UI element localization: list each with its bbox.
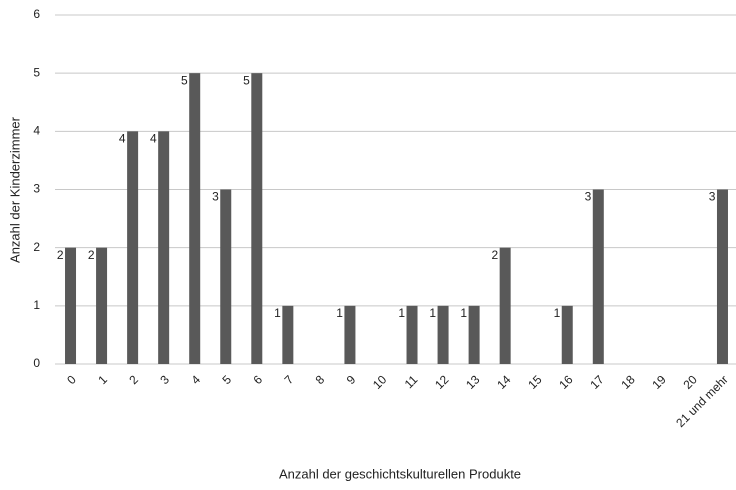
data-label: 1 (460, 306, 467, 320)
bar (282, 305, 294, 364)
x-tick-label: 1 (95, 372, 110, 387)
x-tick-label: 20 (680, 372, 700, 392)
data-label: 5 (243, 73, 250, 87)
bar (189, 73, 201, 365)
bar (127, 131, 139, 364)
data-label: 3 (709, 190, 716, 204)
data-label: 1 (398, 306, 405, 320)
data-label: 1 (274, 306, 281, 320)
data-label: 1 (336, 306, 343, 320)
data-label: 4 (150, 132, 157, 146)
bar (251, 73, 263, 365)
bar (406, 305, 418, 364)
bar (561, 305, 573, 364)
x-tick-label: 17 (587, 372, 607, 392)
x-tick-label: 3 (157, 372, 172, 387)
x-tick-label: 11 (402, 372, 421, 391)
x-tick-label: 4 (188, 372, 203, 387)
x-tick-label: 13 (463, 372, 483, 392)
y-axis-title: Anzahl der Kinderzimmer (7, 116, 22, 263)
x-tick-label: 0 (64, 372, 79, 387)
data-label: 5 (181, 73, 188, 87)
x-tick-label: 2 (126, 372, 141, 387)
data-label: 3 (212, 190, 219, 204)
bar (437, 305, 449, 364)
x-tick-label: 15 (525, 372, 545, 392)
bar (220, 189, 232, 364)
x-tick-label: 8 (313, 372, 328, 387)
bar (158, 131, 170, 364)
data-label: 2 (88, 248, 95, 262)
data-label: 3 (585, 190, 592, 204)
bar (592, 189, 604, 364)
x-tick-label: 14 (494, 372, 514, 392)
x-tick-label: 9 (344, 372, 359, 387)
y-tick-label: 2 (33, 240, 40, 254)
x-axis-title: Anzahl der geschichtskulturellen Produkt… (279, 466, 521, 481)
y-tick-label: 5 (33, 65, 40, 79)
x-tick-label: 5 (219, 372, 234, 387)
x-tick-label: 6 (251, 372, 266, 387)
x-tick-label: 7 (282, 372, 297, 387)
data-label: 2 (57, 248, 64, 262)
bar (716, 189, 728, 364)
x-tick-label: 12 (432, 372, 452, 392)
bar (65, 247, 77, 364)
y-tick-label: 1 (33, 298, 40, 312)
x-tick-label: 19 (649, 372, 669, 392)
data-label: 1 (429, 306, 436, 320)
bar (499, 247, 511, 364)
y-tick-label: 3 (33, 182, 40, 196)
data-label: 2 (491, 248, 498, 262)
y-tick-label: 4 (33, 124, 40, 138)
bar (96, 247, 108, 364)
bar (344, 305, 356, 364)
x-tick-label: 10 (370, 372, 390, 392)
y-tick-label: 6 (33, 7, 40, 21)
x-tick-label: 16 (556, 372, 576, 392)
data-label: 4 (119, 132, 126, 146)
x-tick-label: 18 (618, 372, 638, 392)
y-tick-label: 0 (33, 356, 40, 370)
data-label: 1 (554, 306, 561, 320)
bar (468, 305, 480, 364)
